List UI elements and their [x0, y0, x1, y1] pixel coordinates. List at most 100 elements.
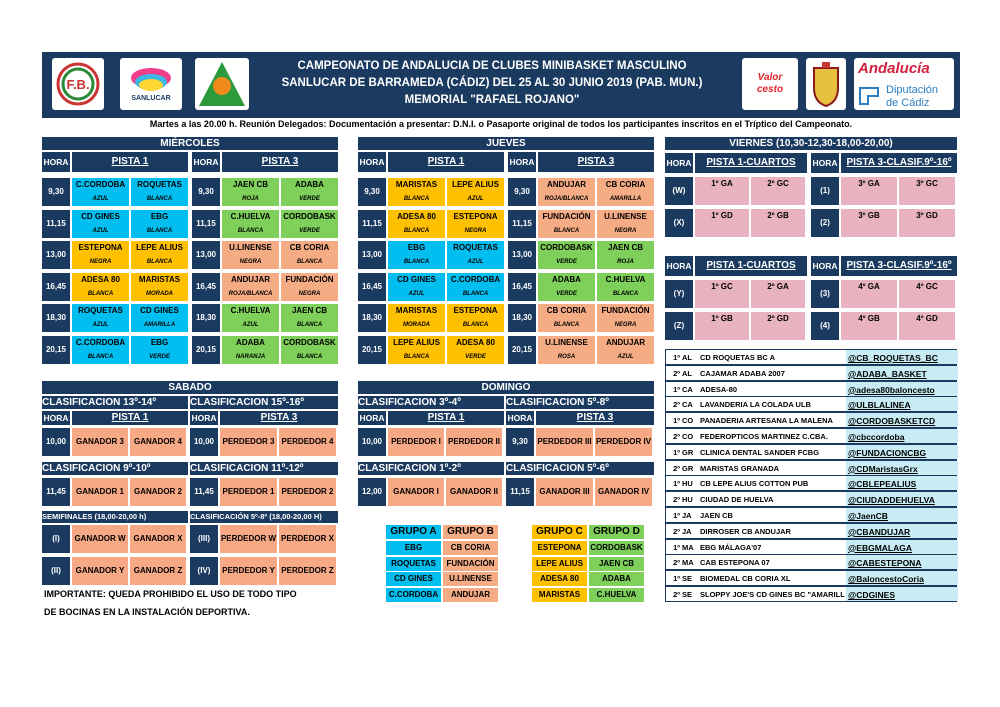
ranking-twitter[interactable]: @BaloncestoCoria	[846, 571, 958, 586]
miercoles-p3-kit-color: NEGRA	[281, 286, 338, 301]
jueves-p1-team: MARISTAS	[388, 304, 445, 318]
sabado-pista1-h: PISTA 1	[72, 411, 188, 425]
ranking-club: LAVANDERIA LA COLADA ULB	[700, 400, 811, 410]
ranking-twitter[interactable]: @CDGINES	[846, 587, 958, 601]
jueves-p1-kit-color: NEGRA	[447, 223, 504, 238]
ranking-twitter[interactable]: @CORDOBASKETCD	[846, 413, 958, 428]
miercoles-p1-kit-color: BLANCA	[72, 286, 129, 301]
miercoles-hora3-5: 20,15	[192, 335, 220, 364]
ranking-province: JA	[682, 511, 692, 520]
jueves-p3-kit-color: BLANCA	[538, 318, 595, 332]
viernes-title: VIERNES (10,30-12,30-18,00-20,00)	[665, 137, 957, 150]
ranking-twitter[interactable]: @CB_ROQUETAS_BC	[846, 350, 958, 364]
viernes-p3-slot-pad	[841, 326, 897, 340]
ranking-position: 2º	[673, 558, 680, 568]
ranking-twitter[interactable]: @ULBLALINEA	[846, 397, 958, 412]
ranking-position: 2º	[673, 368, 680, 378]
jueves-p1-kit-color: BLANCA	[388, 255, 445, 269]
group-header: GRUPO B	[443, 525, 498, 539]
warning-line-2: DE BOCINAS EN LA INSTALACIÓN DEPORTIVA.	[44, 607, 250, 617]
jueves-p3-kit-color: BLANCA	[597, 286, 654, 301]
viernes-label-a: (W)	[665, 177, 693, 205]
ranking-twitter[interactable]: @cbccordoba	[846, 429, 958, 443]
jueves-p3-kit-color: ROJA/BLANCA	[538, 192, 595, 206]
ranking-province: CA	[682, 400, 693, 410]
ranking-club: MARISTAS GRANADA	[700, 463, 780, 473]
ranking-club: CLINICA DENTAL SANDER FCBG	[700, 447, 820, 457]
viernes-label-b: (Z)	[665, 312, 693, 340]
ranking-twitter[interactable]: @JaenCB	[846, 508, 958, 522]
diputacion-text-2: de Cádiz	[886, 97, 930, 109]
warning-text: IMPORTANTE: QUEDA PROHIBIDO EL USO DE TO…	[44, 585, 344, 621]
ranking-twitter[interactable]: @CABESTEPONA	[846, 555, 958, 570]
header-title-line1: CAMPEONATO DE ANDALUCIA DE CLUBES MINIBA…	[297, 60, 687, 72]
ranking-province: GR	[682, 447, 694, 457]
header-banner: F.B. SANLUCAR CAMPEONATO DE ANDALUCIA DE…	[42, 52, 960, 118]
viernes-p3-slot-pad	[899, 294, 955, 308]
group-team: EBG	[386, 541, 441, 555]
viernes-p3-slot-pad	[841, 191, 897, 205]
miercoles-p3-kit-color: BLANCA	[281, 255, 338, 269]
jueves-p1-kit-color: AZUL	[447, 192, 504, 206]
viernes-hora-header: HORA	[665, 153, 693, 173]
jueves-hora-header-1: HORA	[358, 152, 386, 172]
valor-cesto-logo: Valor cesto	[742, 58, 798, 110]
ranking-position: 1º	[673, 384, 680, 394]
miercoles-p1-team: EBG	[131, 335, 188, 350]
jueves-hora-3: 16,45	[358, 272, 386, 301]
miercoles-p1-kit-color: BLANCA	[131, 192, 188, 206]
ranking-twitter[interactable]: @FUNDACIONCBG	[846, 444, 958, 459]
miercoles-p1-kit-color: MORADA	[131, 286, 188, 301]
sabado-clasif-3: CLASIFICACION 9º-10º	[42, 462, 188, 475]
ranking-twitter[interactable]: @CBLEPEALIUS	[846, 476, 958, 491]
sabado-hora3: 10,00	[190, 428, 218, 456]
viernes-p3-slot-pad	[899, 191, 955, 205]
ranking-position: 1º	[673, 511, 680, 520]
ranking-twitter[interactable]: @adesa80baloncesto	[846, 381, 958, 396]
ranking-row: 2º SE SLOPPY JOE'S CD GINES BC "AMARILL @CD…	[665, 586, 958, 602]
ranking-position: 2º	[673, 400, 680, 410]
jueves-pista3-header: PISTA 3	[538, 152, 654, 172]
viernes-p1-slot: 2º GC	[751, 177, 805, 191]
miercoles-p1-kit-color: BLANCA	[131, 223, 188, 238]
group-team: FUNDACIÓN	[443, 556, 498, 571]
viernes-hora-header-3: HORA	[811, 153, 839, 173]
domingo-match-slot: PERDEDOR I	[388, 428, 444, 456]
miercoles-p1-kit-color: NEGRA	[72, 255, 129, 269]
jueves-p1-team: LEPE ALIUS	[447, 178, 504, 192]
domingo-clasif-1: CLASIFICACION 3º-4º	[358, 396, 504, 409]
ranking-province: AL	[682, 368, 692, 378]
jueves-p3-kit-color: BLANCA	[538, 223, 595, 238]
ranking-twitter[interactable]: @CIUDADDEHUELVA	[846, 492, 958, 507]
group-header: GRUPO C	[532, 525, 587, 539]
jueves-p1-kit-color: BLANCA	[388, 349, 445, 364]
ranking-row: 1º GR CLINICA DENTAL SANDER FCBG @FUNDACION…	[665, 443, 958, 460]
sabado-hora: (II)	[42, 557, 70, 585]
jueves-p3-team: ANDUJAR	[597, 335, 654, 350]
domingo-match-slot-3: GANADOR III	[536, 478, 593, 506]
miercoles-p1-kit-color: AZUL	[72, 318, 129, 332]
viernes-label3-b: (3)	[811, 280, 839, 308]
ranking-twitter[interactable]: @ADABA_BASKET	[846, 365, 958, 380]
viernes-p3-slot-pad	[899, 326, 955, 340]
ranking-province: MA	[682, 558, 694, 568]
jueves-title: JUEVES	[358, 137, 654, 150]
sabado-match-slot: GANADOR Y	[72, 557, 128, 585]
jueves-hora3-2: 13,00	[508, 241, 536, 269]
group-team: CB CORIA	[443, 541, 498, 555]
ranking-row: 2º GR MARISTAS GRANADA @CDMaristasGrx	[665, 459, 958, 476]
sabado-match-slot-3: PERDEDOR X	[279, 525, 336, 553]
viernes-p1-slot-pad	[695, 294, 749, 308]
ranking-twitter[interactable]: @CBANDUJAR	[846, 523, 958, 538]
ranking-twitter[interactable]: @CDMaristasGrx	[846, 460, 958, 475]
miercoles-hora3-3: 16,45	[192, 272, 220, 301]
viernes-label3-a: (2)	[811, 209, 839, 237]
miercoles-p3-team: FUNDACIÓN	[281, 272, 338, 287]
miercoles-hora-2: 13,00	[42, 241, 70, 269]
jueves-p1-kit-color: MORADA	[388, 318, 445, 332]
ranking-position: 1º	[673, 447, 680, 457]
ranking-club: DIRROSER CB ANDUJAR	[700, 526, 791, 536]
ranking-twitter[interactable]: @EBGMALAGA	[846, 539, 958, 554]
jueves-hora-0: 9,30	[358, 178, 386, 206]
miercoles-p1-team: ADESA 80	[72, 272, 129, 287]
